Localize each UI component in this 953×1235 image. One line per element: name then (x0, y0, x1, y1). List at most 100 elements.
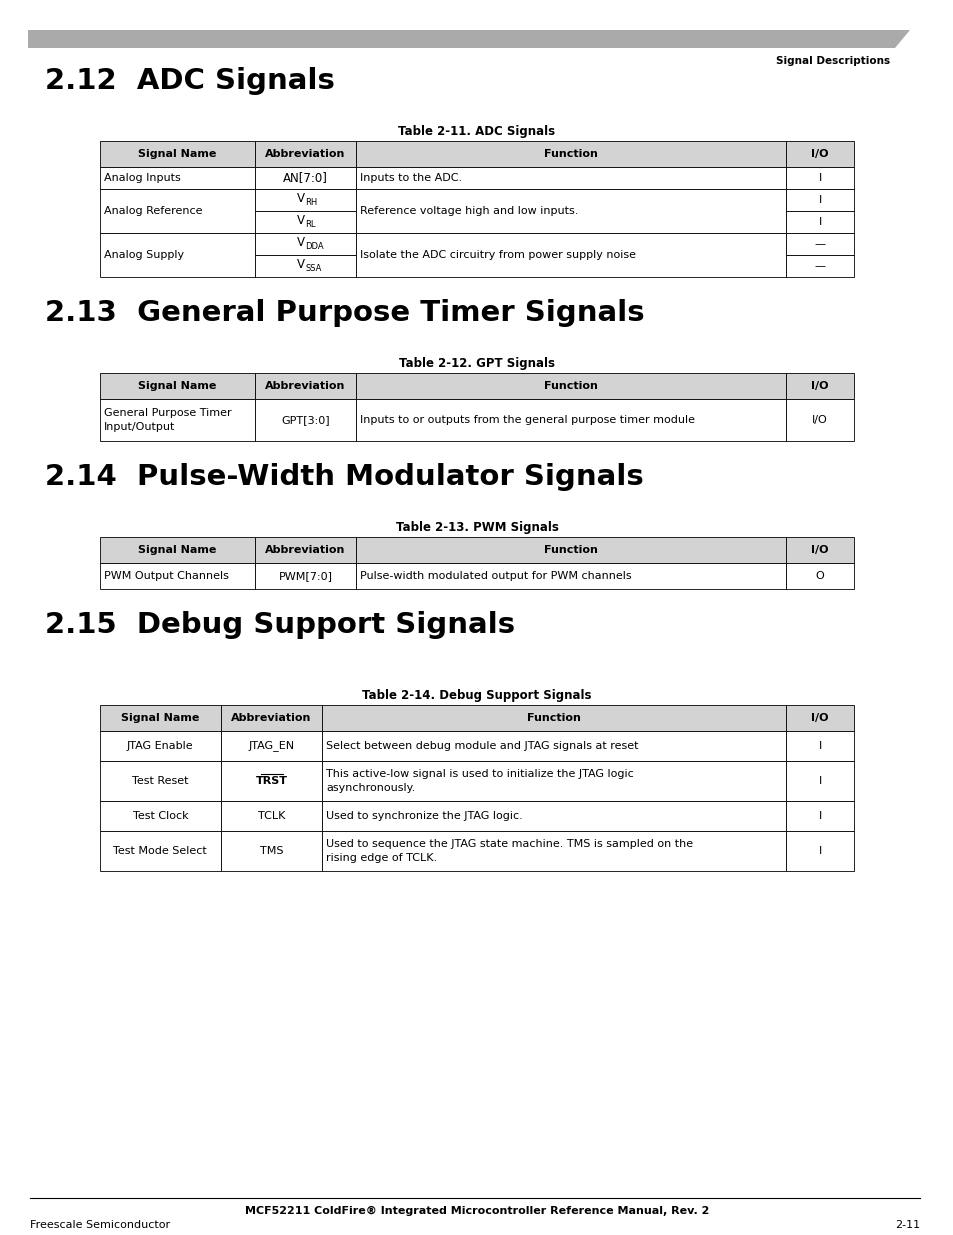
Text: Reference voltage high and low inputs.: Reference voltage high and low inputs. (360, 206, 578, 216)
Bar (785, 233, 853, 254)
Text: asynchronously.: asynchronously. (326, 783, 416, 793)
Bar (100, 731, 220, 761)
Text: Signal Name: Signal Name (138, 149, 216, 159)
Text: I/O: I/O (810, 545, 828, 555)
Text: Signal Name: Signal Name (138, 545, 216, 555)
Text: PWM Output Channels: PWM Output Channels (104, 571, 229, 580)
Text: GPT[3:0]: GPT[3:0] (281, 415, 330, 425)
Text: Function: Function (544, 149, 598, 159)
Bar (785, 399, 853, 441)
Text: 2.13  General Purpose Timer Signals: 2.13 General Purpose Timer Signals (45, 299, 644, 327)
Text: Analog Reference: Analog Reference (104, 206, 202, 216)
Bar (100, 399, 254, 441)
Text: I/O: I/O (810, 149, 828, 159)
Bar (100, 802, 220, 831)
Bar (356, 233, 785, 277)
Bar (254, 233, 356, 254)
Text: Inputs to or outputs from the general purpose timer module: Inputs to or outputs from the general pu… (360, 415, 695, 425)
Text: I: I (818, 776, 821, 785)
Text: Analog Supply: Analog Supply (104, 249, 184, 261)
Bar (100, 705, 220, 731)
Bar (356, 373, 785, 399)
Bar (356, 399, 785, 441)
Text: Isolate the ADC circuitry from power supply noise: Isolate the ADC circuitry from power sup… (360, 249, 636, 261)
Bar (100, 761, 220, 802)
Text: I: I (818, 195, 821, 205)
Bar (785, 831, 853, 871)
Text: Used to synchronize the JTAG logic.: Used to synchronize the JTAG logic. (326, 811, 522, 821)
Text: General Purpose Timer: General Purpose Timer (104, 408, 232, 417)
Polygon shape (28, 30, 909, 48)
Text: Signal Name: Signal Name (121, 713, 199, 722)
Text: 2.14  Pulse-Width Modulator Signals: 2.14 Pulse-Width Modulator Signals (45, 463, 643, 492)
Text: Used to sequence the JTAG state machine. TMS is sampled on the: Used to sequence the JTAG state machine.… (326, 839, 693, 848)
Text: Table 2-13. PWM Signals: Table 2-13. PWM Signals (395, 521, 558, 534)
Text: rising edge of TCLK.: rising edge of TCLK. (326, 853, 437, 863)
Bar (220, 731, 322, 761)
Bar (322, 831, 785, 871)
Bar (220, 802, 322, 831)
Text: —: — (814, 261, 824, 270)
Bar (254, 563, 356, 589)
Text: 2.12  ADC Signals: 2.12 ADC Signals (45, 67, 335, 95)
Bar (254, 254, 356, 277)
Text: V: V (296, 258, 304, 270)
Bar (785, 254, 853, 277)
Text: V: V (296, 236, 304, 249)
Text: Inputs to the ADC.: Inputs to the ADC. (360, 173, 462, 183)
Text: Input/Output: Input/Output (104, 422, 175, 432)
Bar (785, 537, 853, 563)
Bar (254, 167, 356, 189)
Text: RH: RH (305, 198, 317, 207)
Text: O: O (815, 571, 823, 580)
Text: Abbreviation: Abbreviation (265, 545, 345, 555)
Text: —: — (814, 240, 824, 249)
Text: I: I (818, 846, 821, 856)
Text: Table 2-14. Debug Support Signals: Table 2-14. Debug Support Signals (362, 689, 591, 701)
Text: Signal Descriptions: Signal Descriptions (775, 56, 889, 65)
Bar (356, 141, 785, 167)
Text: I/O: I/O (810, 382, 828, 391)
Text: TMS: TMS (259, 846, 283, 856)
Bar (254, 189, 356, 211)
Bar (322, 761, 785, 802)
Bar (100, 141, 254, 167)
Text: V: V (296, 214, 304, 227)
Text: Freescale Semiconductor: Freescale Semiconductor (30, 1220, 170, 1230)
Bar (785, 189, 853, 211)
Bar (100, 189, 254, 233)
Text: JTAG_EN: JTAG_EN (248, 741, 294, 751)
Text: I: I (818, 811, 821, 821)
Text: Test Mode Select: Test Mode Select (113, 846, 207, 856)
Text: I: I (818, 173, 821, 183)
Text: TRST: TRST (255, 776, 287, 785)
Bar (220, 831, 322, 871)
Bar (322, 705, 785, 731)
Bar (785, 802, 853, 831)
Bar (220, 761, 322, 802)
Bar (785, 761, 853, 802)
Bar (100, 233, 254, 277)
Text: 2-11: 2-11 (894, 1220, 919, 1230)
Text: DDA: DDA (305, 242, 324, 251)
Bar (100, 373, 254, 399)
Bar (356, 563, 785, 589)
Text: Abbreviation: Abbreviation (265, 149, 345, 159)
Text: Select between debug module and JTAG signals at reset: Select between debug module and JTAG sig… (326, 741, 639, 751)
Bar (356, 189, 785, 233)
Bar (100, 167, 254, 189)
Text: V: V (296, 191, 304, 205)
Bar (322, 731, 785, 761)
Text: PWM[7:0]: PWM[7:0] (278, 571, 332, 580)
Bar (254, 537, 356, 563)
Bar (356, 537, 785, 563)
Text: Test Clock: Test Clock (132, 811, 188, 821)
Bar (100, 831, 220, 871)
Bar (785, 731, 853, 761)
Bar (100, 563, 254, 589)
Bar (785, 141, 853, 167)
Text: Analog Inputs: Analog Inputs (104, 173, 180, 183)
Text: Function: Function (527, 713, 580, 722)
Text: Pulse-width modulated output for PWM channels: Pulse-width modulated output for PWM cha… (360, 571, 631, 580)
Text: JTAG Enable: JTAG Enable (127, 741, 193, 751)
